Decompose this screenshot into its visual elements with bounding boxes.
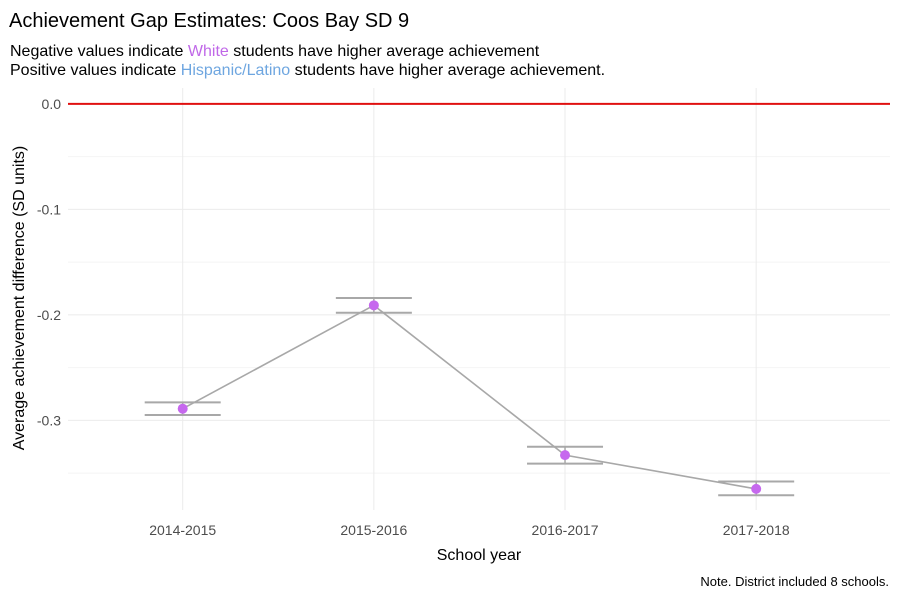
chart-title: Achievement Gap Estimates: Coos Bay SD 9 [9,10,409,32]
subtitle-1-pre: Negative values indicate [10,43,188,60]
data-point [368,300,379,311]
chart-subtitle-line-1: Negative values indicate White students … [10,43,540,60]
series-line [182,304,757,490]
subtitle-1-post: students have higher average achievement [229,43,540,60]
subtitle-2-pre: Positive values indicate [10,62,181,79]
x-tick-label: 2014-2015 [149,522,216,538]
data-point [560,450,571,461]
data-point [177,403,188,414]
series-line-layer [182,304,757,490]
y-tick-label: -0.3 [37,412,61,428]
y-axis-title: Average achievement difference (SD units… [11,146,28,450]
x-tick-label: 2017-2018 [723,522,790,538]
y-tick-label: -0.1 [37,201,61,217]
x-tick-label: 2015-2016 [340,522,407,538]
subtitle-1-white: White [188,43,229,60]
chart-subtitle-line-2: Positive values indicate Hispanic/Latino… [10,62,605,79]
x-axis-ticks: 2014-2015 2015-2016 2016-2017 2017-2018 [149,522,790,538]
subtitle-2-post: students have higher average achievement… [290,62,605,79]
data-point [751,483,762,494]
subtitle-2-hispanic: Hispanic/Latino [181,62,291,79]
y-tick-label: -0.2 [37,307,61,323]
error-bar-layer [144,296,795,497]
point-layer [177,300,762,494]
x-axis-title: School year [437,547,522,564]
chart-caption: Note. District included 8 schools. [700,574,889,589]
y-tick-label: 0.0 [42,96,62,112]
y-axis-ticks: 0.0 -0.1 -0.2 -0.3 [37,96,61,429]
grid-layer [68,88,890,510]
x-tick-label: 2016-2017 [532,522,599,538]
